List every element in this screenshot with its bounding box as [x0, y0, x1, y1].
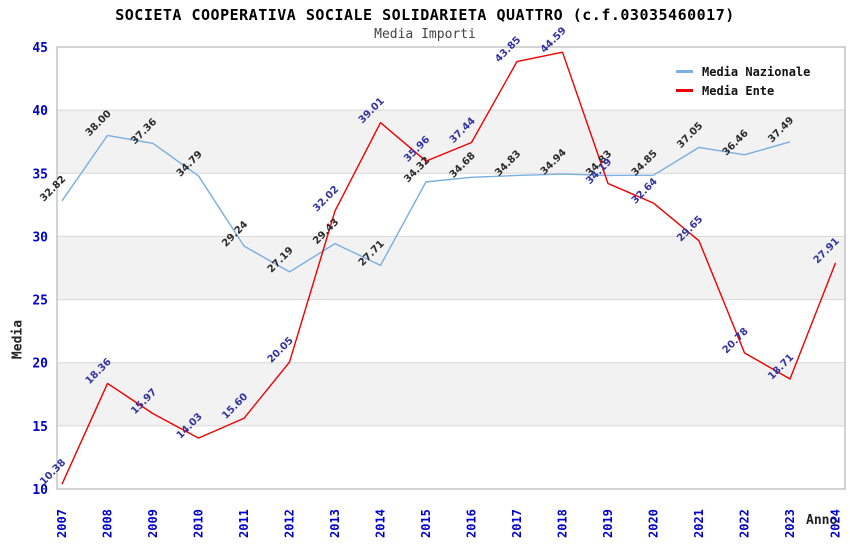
- x-tick-label: 2019: [601, 509, 615, 538]
- plot-border: [56, 46, 846, 490]
- y-tick-label: 10: [32, 483, 48, 498]
- x-tick-label: 2022: [738, 509, 752, 538]
- legend-swatch-nazionale: [676, 70, 693, 73]
- x-tick-label: 2016: [465, 509, 479, 538]
- x-axis-title: Anno: [806, 513, 838, 528]
- point-label: 43.85: [493, 35, 523, 65]
- legend-item-media-nazionale: Media Nazionale: [676, 62, 810, 81]
- chart-title: SOCIETA COOPERATIVA SOCIALE SOLIDARIETA …: [115, 6, 735, 24]
- plot-band: [57, 110, 845, 174]
- x-tick-label: 2013: [328, 509, 342, 538]
- point-label: 32.64: [630, 176, 660, 206]
- y-tick-label: 45: [32, 41, 48, 56]
- series-line-media-ente: [61, 51, 837, 485]
- plot-band: [57, 236, 845, 300]
- chart-subtitle: Media Importi: [374, 27, 476, 42]
- series-line-media-nazionale: [61, 134, 791, 273]
- x-tick-label: 2023: [783, 509, 797, 538]
- legend-swatch-ente: [676, 89, 693, 92]
- x-tick-label: 2024: [829, 509, 843, 538]
- x-tick-label: 2011: [237, 509, 251, 538]
- y-tick-label: 30: [32, 230, 48, 245]
- x-tick-label: 2017: [510, 509, 524, 538]
- legend-label-ente: Media Ente: [702, 83, 775, 98]
- x-tick-label: 2012: [283, 509, 297, 538]
- x-tick-label: 2021: [692, 509, 706, 538]
- point-label: 32.02: [311, 184, 341, 214]
- y-tick-label: 35: [32, 167, 48, 182]
- x-tick-label: 2020: [647, 509, 661, 538]
- legend-item-media-ente: Media Ente: [676, 81, 810, 100]
- x-tick-label: 2018: [556, 509, 570, 538]
- x-tick-label: 2010: [192, 509, 206, 538]
- y-tick-label: 25: [32, 294, 48, 309]
- point-label: 10.38: [38, 457, 68, 487]
- y-tick-label: 40: [32, 104, 48, 119]
- y-tick-label: 20: [32, 357, 48, 372]
- legend-label-nazionale: Media Nazionale: [702, 64, 811, 79]
- legend: Media Nazionale Media Ente: [676, 62, 810, 100]
- point-label: 44.59: [539, 25, 569, 55]
- x-tick-label: 2009: [146, 509, 160, 538]
- point-label: 20.05: [266, 335, 296, 365]
- x-tick-label: 2008: [101, 509, 115, 538]
- x-tick-label: 2007: [55, 509, 69, 538]
- x-tick-label: 2014: [374, 509, 388, 538]
- y-tick-label: 15: [32, 420, 48, 435]
- plot-band: [57, 362, 845, 426]
- x-tick-label: 2015: [419, 509, 433, 538]
